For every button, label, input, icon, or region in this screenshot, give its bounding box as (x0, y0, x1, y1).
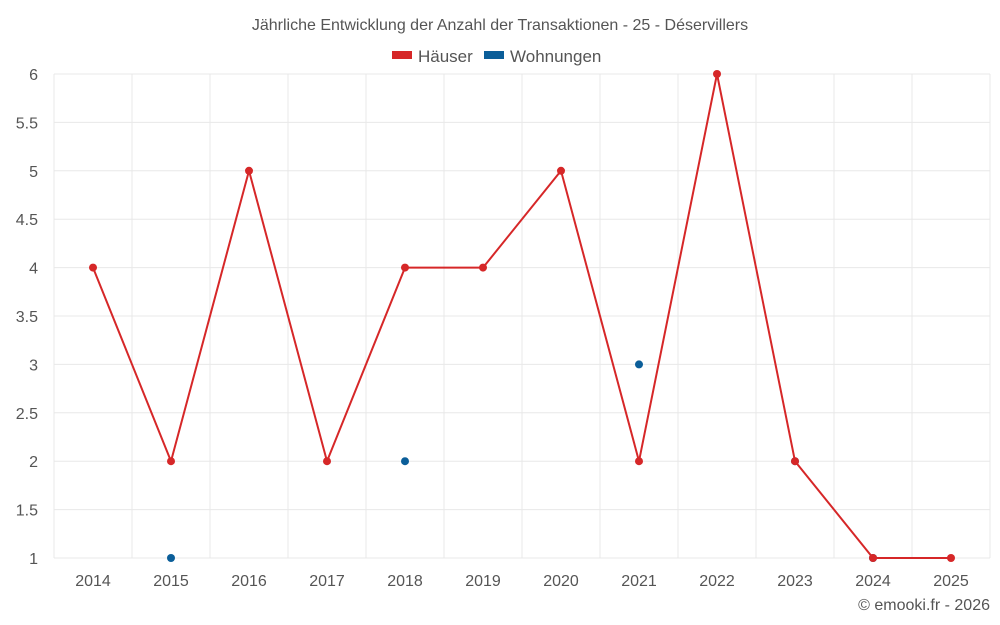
y-tick-label: 5.5 (16, 115, 38, 132)
y-tick-label: 4.5 (16, 212, 38, 229)
y-tick-label: 3.5 (16, 309, 38, 326)
y-axis-ticks: 1 1.5 2 2.5 3 3.5 4 4.5 5 5.5 6 (16, 67, 38, 568)
y-tick-label: 2.5 (16, 406, 38, 423)
x-tick-label: 2022 (699, 573, 735, 590)
data-point-haeuser[interactable] (89, 263, 97, 272)
y-tick-label: 4 (29, 261, 38, 278)
legend-label-wohnungen[interactable]: Wohnungen (510, 47, 601, 66)
data-point-haeuser[interactable] (947, 554, 955, 562)
x-tick-label: 2014 (75, 573, 111, 590)
legend-swatch-haeuser (392, 51, 412, 59)
data-point-haeuser[interactable] (713, 70, 721, 78)
x-tick-label: 2017 (309, 573, 345, 590)
data-point-haeuser[interactable] (791, 457, 799, 466)
x-tick-label: 2018 (387, 573, 423, 590)
x-tick-label: 2015 (153, 573, 189, 590)
data-point-wohnungen[interactable] (401, 457, 409, 466)
data-point-haeuser[interactable] (401, 263, 409, 272)
data-point-haeuser[interactable] (869, 554, 877, 562)
y-tick-label: 2 (29, 454, 38, 471)
legend[interactable]: Häuser Wohnungen (392, 47, 601, 66)
x-axis-ticks: 2014 2015 2016 2017 2018 2019 2020 2021 2022 2023… (75, 573, 969, 590)
data-point-haeuser[interactable] (167, 457, 175, 466)
x-tick-label: 2023 (777, 573, 813, 590)
x-tick-label: 2021 (621, 573, 657, 590)
data-point-haeuser[interactable] (323, 457, 331, 466)
chart-title: Jährliche Entwicklung der Anzahl der Tra… (252, 17, 748, 34)
y-tick-label: 1.5 (16, 503, 38, 520)
legend-label-haeuser[interactable]: Häuser (418, 47, 473, 66)
credit-text: © emooki.fr - 2026 (858, 597, 990, 614)
data-point-haeuser[interactable] (479, 263, 487, 272)
x-tick-label: 2020 (543, 573, 579, 590)
gridlines (53, 73, 991, 559)
data-point-haeuser[interactable] (557, 166, 565, 175)
x-tick-label: 2019 (465, 573, 501, 590)
data-point-haeuser[interactable] (635, 457, 643, 466)
y-tick-label: 1 (29, 551, 38, 568)
y-tick-label: 5 (29, 164, 38, 181)
series-line-haeuser (92, 73, 951, 559)
data-point-wohnungen[interactable] (167, 554, 175, 562)
legend-swatch-wohnungen (484, 51, 504, 59)
x-tick-label: 2025 (933, 573, 969, 590)
series (89, 70, 955, 562)
data-point-wohnungen[interactable] (635, 360, 643, 369)
x-tick-label: 2024 (855, 573, 891, 590)
data-point-haeuser[interactable] (245, 166, 253, 175)
x-tick-label: 2016 (231, 573, 267, 590)
y-tick-label: 3 (29, 357, 38, 374)
y-tick-label: 6 (29, 67, 38, 84)
